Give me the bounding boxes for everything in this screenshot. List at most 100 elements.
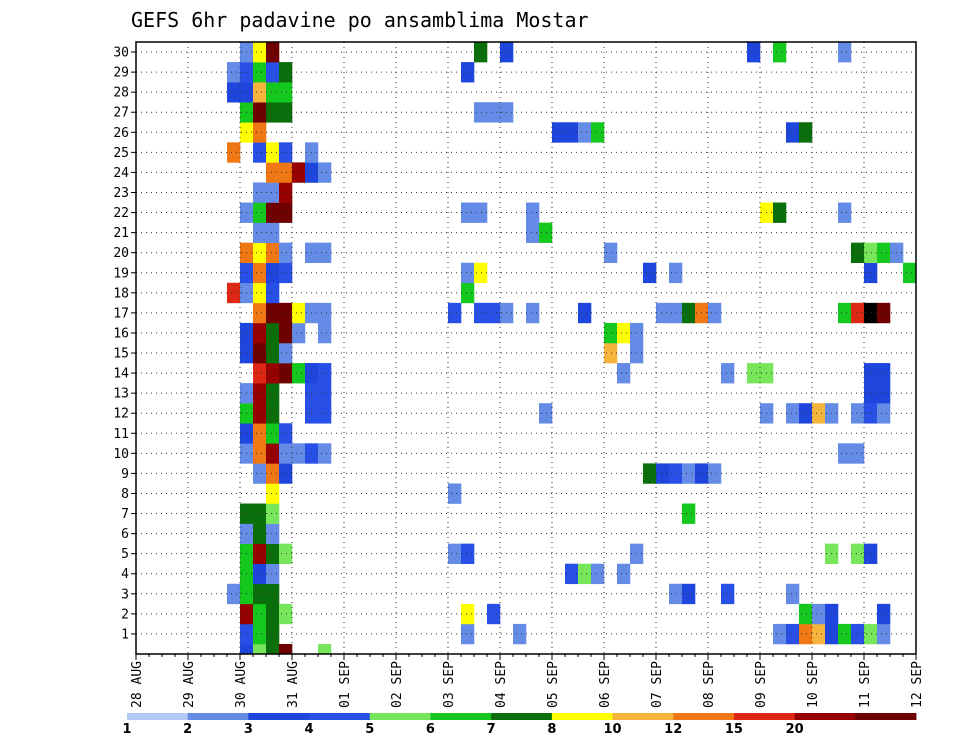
colorbar-label: 5: [365, 722, 374, 737]
heatmap-cell: [812, 603, 826, 625]
heatmap-cell: [526, 222, 540, 243]
heatmap-cell: [292, 363, 306, 384]
heatmap-cell: [812, 623, 826, 645]
heatmap-cell: [864, 623, 878, 645]
heatmap-cell: [773, 42, 787, 63]
heatmap-cell: [877, 242, 891, 264]
heatmap-cell: [266, 182, 280, 203]
colorbar-swatch: [127, 713, 189, 720]
heatmap-cell: [448, 302, 462, 324]
heatmap-cell: [253, 82, 267, 103]
heatmap-cell: [799, 403, 813, 424]
heatmap-cell: [721, 583, 735, 605]
heatmap-cell: [578, 563, 592, 585]
heatmap-cell: [643, 262, 657, 284]
heatmap-cell: [526, 302, 540, 324]
heatmap-cell: [461, 623, 475, 645]
colorbar-label: 20: [786, 722, 804, 737]
heatmap-cell: [669, 583, 683, 605]
x-tick-label: 06 SEP: [598, 661, 613, 708]
heatmap-cell: [266, 202, 280, 223]
heatmap-cell: [461, 603, 475, 625]
heatmap-cell: [786, 623, 800, 645]
heatmap-cell: [318, 403, 332, 424]
heatmap-cell: [877, 603, 891, 625]
y-tick-label: 29: [113, 66, 129, 81]
x-tick-label: 03 SEP: [442, 661, 457, 708]
x-tick-label: 11 SEP: [858, 661, 873, 708]
heatmap-cell: [227, 82, 241, 103]
colorbar-swatch: [309, 713, 371, 720]
heatmap-cell: [266, 62, 280, 83]
y-tick-label: 11: [113, 427, 129, 442]
heatmap-cell: [266, 42, 280, 63]
heatmap-cell: [864, 383, 878, 404]
x-tick-label: 02 SEP: [390, 661, 405, 708]
heatmap-cell: [240, 643, 254, 655]
heatmap-cell: [266, 262, 280, 284]
heatmap-cell: [318, 643, 332, 655]
heatmap-cell: [721, 363, 735, 384]
y-tick-label: 7: [121, 507, 129, 522]
heatmap-cell: [539, 222, 553, 243]
heatmap-cell: [266, 563, 280, 585]
y-tick-label: 9: [121, 467, 129, 482]
heatmap-cell: [253, 423, 267, 444]
colorbar-label: 12: [664, 722, 682, 737]
heatmap-cell: [318, 363, 332, 384]
heatmap-cell: [266, 463, 280, 484]
heatmap-cell: [604, 342, 618, 364]
heatmap-cell: [487, 302, 501, 324]
heatmap-cell: [786, 583, 800, 605]
heatmap-cell: [253, 623, 267, 645]
heatmap-cell: [279, 363, 293, 384]
heatmap-cell: [279, 242, 293, 264]
chart-title: GEFS 6hr padavine po ansamblima Mostar: [131, 8, 589, 32]
heatmap-cell: [864, 302, 878, 324]
heatmap-cell: [253, 202, 267, 223]
colorbar-label: 1: [122, 722, 131, 737]
y-tick-label: 12: [113, 407, 129, 422]
heatmap-cell: [253, 182, 267, 203]
heatmap-cell: [786, 403, 800, 424]
heatmap-cell: [838, 42, 852, 63]
heatmap-cell: [227, 62, 241, 83]
heatmap-cells: [227, 42, 917, 655]
heatmap-cell: [266, 383, 280, 404]
heatmap-cell: [461, 543, 475, 565]
heatmap-cell: [864, 403, 878, 424]
heatmap-cell: [617, 363, 631, 384]
heatmap-cell: [279, 262, 293, 284]
heatmap-cell: [279, 182, 293, 203]
x-tick-label: 10 SEP: [806, 661, 821, 708]
heatmap-cell: [838, 623, 852, 645]
heatmap-cell: [253, 102, 267, 123]
x-tick-label: 08 SEP: [702, 661, 717, 708]
heatmap-cell: [851, 302, 865, 324]
heatmap-cell: [279, 423, 293, 444]
colorbar-swatch: [491, 713, 553, 720]
heatmap-cell: [838, 443, 852, 464]
heatmap-cell: [253, 122, 267, 143]
heatmap-cell: [461, 202, 475, 223]
heatmap-cell: [253, 302, 267, 324]
heatmap-cell: [591, 563, 605, 585]
y-tick-label: 1: [121, 627, 129, 642]
heatmap-cell: [851, 543, 865, 565]
colorbar-label: 3: [244, 722, 253, 737]
colorbar-label: 2: [183, 722, 192, 737]
heatmap-cell: [487, 102, 501, 123]
y-tick-label: 25: [113, 146, 129, 161]
colorbar-label: 6: [426, 722, 435, 737]
heatmap-cell: [656, 302, 670, 324]
heatmap-cell: [253, 363, 267, 384]
colorbar-swatch: [612, 713, 674, 720]
y-tick-label: 10: [113, 447, 129, 462]
y-tick-label: 14: [113, 367, 129, 382]
y-tick-label: 18: [113, 286, 129, 301]
heatmap-cell: [708, 463, 722, 484]
heatmap-cell: [279, 142, 293, 163]
colorbar-label: 4: [305, 722, 314, 737]
heatmap-cell: [851, 403, 865, 424]
heatmap-cell: [851, 623, 865, 645]
